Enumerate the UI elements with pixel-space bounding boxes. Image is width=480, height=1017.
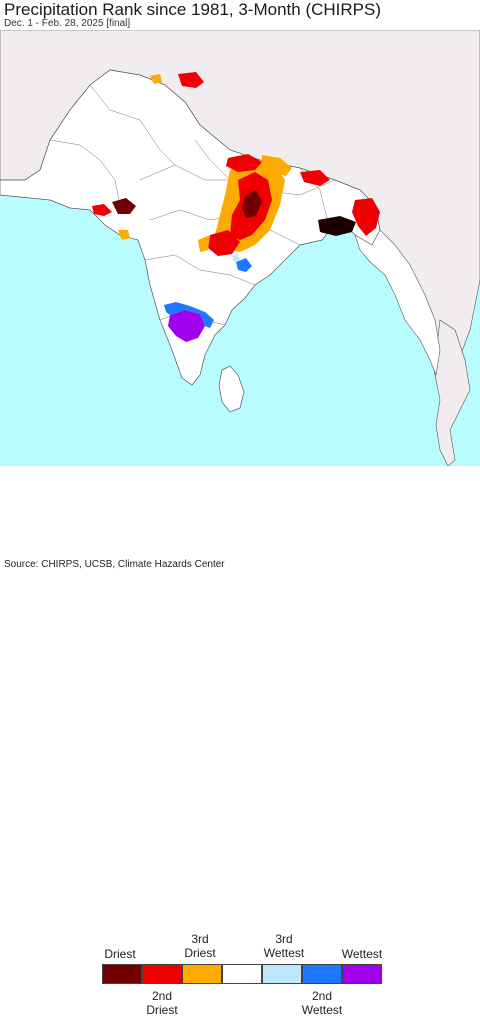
patch-second-driest-deccan: [208, 230, 240, 256]
land-sri-lanka: [218, 365, 245, 413]
legend-swatch-2nd-driest: [142, 964, 182, 984]
land-south-asia: [0, 69, 381, 386]
rank-patches: [92, 72, 380, 342]
patch-second-driest-nepal: [300, 170, 330, 186]
patch-third-driest-gujarat: [118, 230, 130, 240]
patch-wettest-southwest: [168, 310, 205, 342]
patch-second-driest-northwest: [178, 72, 204, 88]
legend-swatch-3rd-wettest: [262, 964, 302, 984]
patch-second-driest-gujarat: [92, 204, 112, 216]
legend-label-driest: Driest: [104, 947, 136, 961]
legend-swatch-normal: [222, 964, 262, 984]
patch-third-driest-north: [262, 155, 292, 176]
legend-label-wettest: Wettest: [341, 947, 383, 961]
patch-driest-bengal-coast: [318, 216, 356, 236]
patch-third-driest-deccan: [198, 235, 210, 252]
legend-swatch-driest: [102, 964, 142, 984]
legend-swatch-3rd-driest: [182, 964, 222, 984]
patch-third-driest-northwest: [150, 74, 162, 84]
land-myanmar: [354, 229, 441, 377]
legend-label-3rd-wettest: 3rd Wettest: [263, 932, 305, 960]
patch-driest-gujarat: [112, 198, 136, 214]
source-credit: Source: CHIRPS, UCSB, Climate Hazards Ce…: [4, 559, 225, 570]
legend-label-2nd-driest: 2nd Driest: [146, 989, 178, 1017]
map-svg: [0, 30, 480, 466]
land-southeast-asia: [433, 319, 471, 466]
legend-swatch-wettest: [342, 964, 382, 984]
legend-label-2nd-wettest: 2nd Wettest: [301, 989, 343, 1017]
legend: Driest 3rd Driest 3rd Wettest Wettest 2n…: [0, 466, 480, 1017]
legend-label-3rd-driest: 3rd Driest: [184, 932, 216, 960]
patch-second-driest-northeast: [352, 198, 380, 236]
precipitation-map: [0, 30, 480, 466]
map-title: Precipitation Rank since 1981, 3-Month (…: [4, 0, 381, 19]
patch-driest-central: [242, 190, 262, 218]
map-subtitle: Dec. 1 - Feb. 28, 2025 [final]: [4, 18, 131, 29]
patch-second-driest-north: [226, 154, 262, 172]
patch-second-wettest-central: [236, 258, 252, 272]
legend-swatch-2nd-wettest: [302, 964, 342, 984]
patch-second-wettest-southwest: [164, 302, 214, 328]
patch-third-wettest-central: [232, 254, 240, 262]
